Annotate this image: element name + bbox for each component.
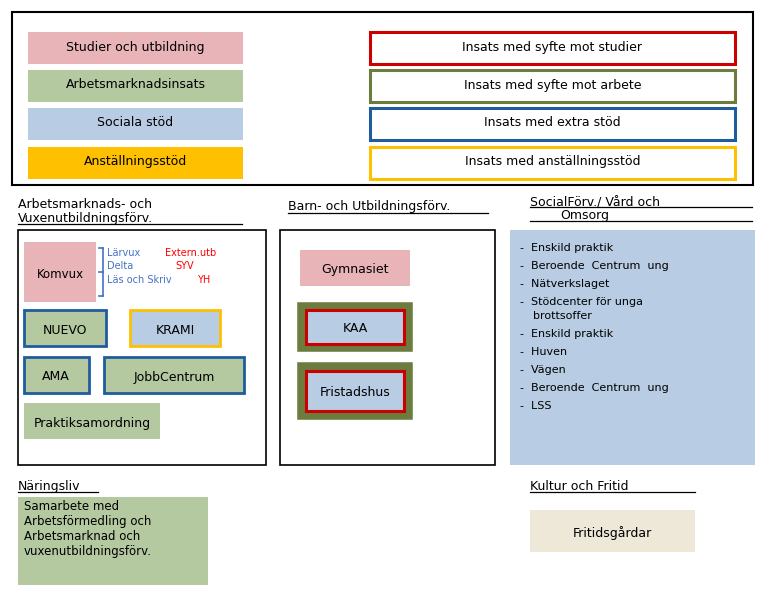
Text: Insats med syfte mot arbete: Insats med syfte mot arbete xyxy=(464,79,641,92)
FancyBboxPatch shape xyxy=(530,510,695,552)
FancyBboxPatch shape xyxy=(24,403,160,439)
FancyBboxPatch shape xyxy=(28,108,243,140)
FancyBboxPatch shape xyxy=(24,242,96,302)
Text: Vuxenutbildningsförv.: Vuxenutbildningsförv. xyxy=(18,212,153,225)
FancyBboxPatch shape xyxy=(18,497,208,585)
Text: Extern.utb: Extern.utb xyxy=(165,248,216,258)
Text: Praktiksamordning: Praktiksamordning xyxy=(34,416,151,430)
FancyBboxPatch shape xyxy=(370,108,735,140)
FancyBboxPatch shape xyxy=(370,147,735,179)
Text: -  Enskild praktik: - Enskild praktik xyxy=(520,243,614,253)
Text: -  Vägen: - Vägen xyxy=(520,365,566,375)
Text: Komvux: Komvux xyxy=(37,268,83,281)
Text: Fritidsgårdar: Fritidsgårdar xyxy=(572,526,652,540)
Text: KRAMI: KRAMI xyxy=(155,324,194,337)
FancyBboxPatch shape xyxy=(370,70,735,102)
Text: Gymnasiet: Gymnasiet xyxy=(321,264,389,277)
Text: brottsoffer: brottsoffer xyxy=(533,311,592,321)
Text: Fristadshus: Fristadshus xyxy=(320,387,390,399)
FancyBboxPatch shape xyxy=(28,147,243,179)
Text: Omsorg: Omsorg xyxy=(560,209,609,222)
Text: Insats med syfte mot studier: Insats med syfte mot studier xyxy=(463,40,643,54)
Text: Läs och Skriv: Läs och Skriv xyxy=(107,275,171,285)
FancyBboxPatch shape xyxy=(510,230,755,465)
FancyBboxPatch shape xyxy=(12,12,753,185)
Text: -  Beroende  Centrum  ung: - Beroende Centrum ung xyxy=(520,383,669,393)
Text: Samarbete med
Arbetsförmedling och
Arbetsmarknad och
vuxenutbildningsförv.: Samarbete med Arbetsförmedling och Arbet… xyxy=(24,500,152,558)
Text: Kultur och Fritid: Kultur och Fritid xyxy=(530,480,629,493)
FancyBboxPatch shape xyxy=(300,305,410,349)
FancyBboxPatch shape xyxy=(370,32,735,64)
FancyBboxPatch shape xyxy=(130,310,220,346)
FancyBboxPatch shape xyxy=(18,230,266,465)
FancyBboxPatch shape xyxy=(24,357,89,393)
FancyBboxPatch shape xyxy=(24,310,106,346)
FancyBboxPatch shape xyxy=(28,32,243,64)
Text: YH: YH xyxy=(197,275,210,285)
Text: Lärvux: Lärvux xyxy=(107,248,140,258)
Text: Delta: Delta xyxy=(107,261,133,271)
FancyBboxPatch shape xyxy=(280,230,495,465)
Text: NUEVO: NUEVO xyxy=(43,324,87,337)
Text: JobbCentrum: JobbCentrum xyxy=(133,371,215,384)
FancyBboxPatch shape xyxy=(28,70,243,102)
Text: AMA: AMA xyxy=(42,371,70,384)
FancyBboxPatch shape xyxy=(300,365,410,417)
Text: -  Enskild praktik: - Enskild praktik xyxy=(520,329,614,339)
Text: SocialFörv./ Vård och: SocialFörv./ Vård och xyxy=(530,196,660,209)
Text: -  Stödcenter för unga: - Stödcenter för unga xyxy=(520,297,643,307)
Text: KAA: KAA xyxy=(343,322,368,336)
Text: -  Nätverkslaget: - Nätverkslaget xyxy=(520,279,610,289)
Text: -  LSS: - LSS xyxy=(520,401,552,411)
Text: Arbetsmarknads- och: Arbetsmarknads- och xyxy=(18,198,152,211)
Text: Arbetsmarknadsinsats: Arbetsmarknadsinsats xyxy=(66,79,206,92)
Text: Anställningsstöd: Anställningsstöd xyxy=(84,155,187,168)
Text: -  Beroende  Centrum  ung: - Beroende Centrum ung xyxy=(520,261,669,271)
FancyBboxPatch shape xyxy=(306,310,404,344)
FancyBboxPatch shape xyxy=(300,250,410,286)
FancyBboxPatch shape xyxy=(306,371,404,411)
Text: Näringsliv: Näringsliv xyxy=(18,480,80,493)
Text: -  Huven: - Huven xyxy=(520,347,567,357)
Text: SYV: SYV xyxy=(175,261,194,271)
Text: Barn- och Utbildningsförv.: Barn- och Utbildningsförv. xyxy=(288,200,451,213)
FancyBboxPatch shape xyxy=(104,357,244,393)
Text: Insats med extra stöd: Insats med extra stöd xyxy=(484,117,621,130)
Text: Studier och utbildning: Studier och utbildning xyxy=(67,40,205,54)
Text: Sociala stöd: Sociala stöd xyxy=(97,117,174,130)
Text: Insats med anställningsstöd: Insats med anställningsstöd xyxy=(465,155,640,168)
